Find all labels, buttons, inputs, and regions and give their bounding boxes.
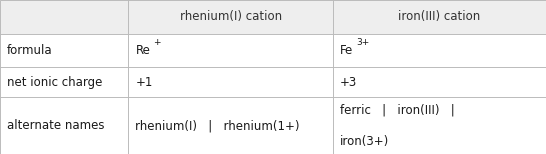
- Text: rhenium(I) cation: rhenium(I) cation: [180, 10, 282, 23]
- Text: 3+: 3+: [357, 38, 370, 47]
- Text: iron(3+): iron(3+): [340, 135, 389, 148]
- Text: rhenium(I)   |   rhenium(1+): rhenium(I) | rhenium(1+): [135, 119, 300, 132]
- Text: iron(III) cation: iron(III) cation: [399, 10, 480, 23]
- Text: net ionic charge: net ionic charge: [7, 75, 103, 89]
- Text: +1: +1: [135, 75, 153, 89]
- Text: ferric   |   iron(III)   |: ferric | iron(III) |: [340, 103, 455, 116]
- Text: Re: Re: [135, 44, 150, 57]
- Text: alternate names: alternate names: [7, 119, 105, 132]
- Text: Fe: Fe: [340, 44, 353, 57]
- Text: +: +: [153, 38, 161, 47]
- Bar: [0, 0, 546, 34]
- Text: formula: formula: [7, 44, 53, 57]
- Text: +3: +3: [340, 75, 358, 89]
